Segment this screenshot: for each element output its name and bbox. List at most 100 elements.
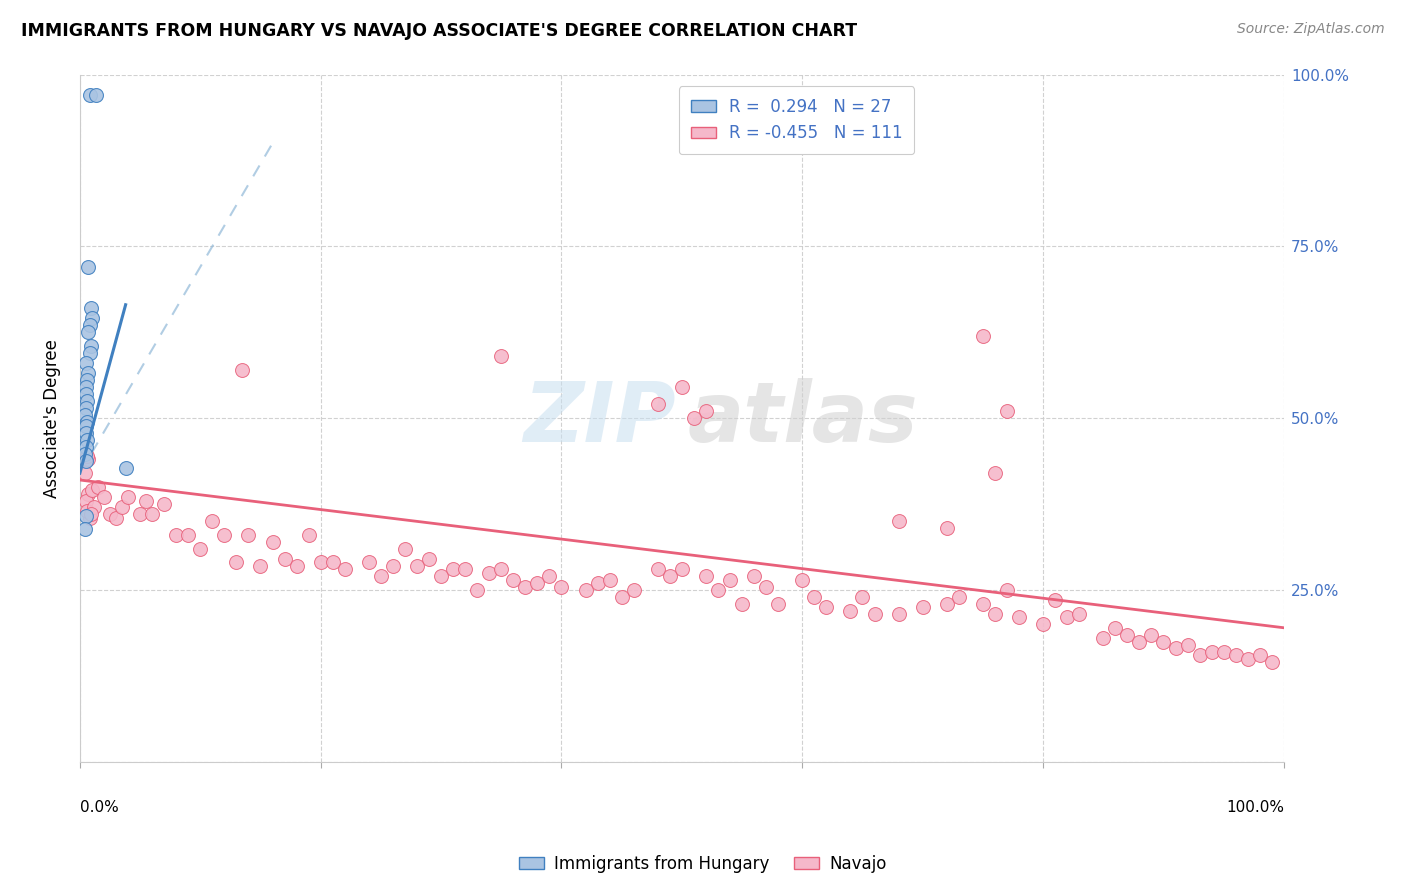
Point: [1164, 641, 1187, 656]
Point: [177, 528, 200, 542]
Point: [1056, 610, 1078, 624]
Point: [1140, 627, 1163, 641]
Point: [418, 552, 440, 566]
Point: [370, 569, 392, 583]
Point: [1032, 617, 1054, 632]
Point: [911, 600, 934, 615]
Point: [165, 528, 187, 542]
Point: [76, 449, 98, 463]
Point: [83, 500, 105, 515]
Point: [647, 562, 669, 576]
Point: [935, 597, 957, 611]
Point: [77, 367, 100, 381]
Point: [766, 597, 789, 611]
Point: [1249, 648, 1271, 663]
Point: [117, 490, 139, 504]
Point: [76, 415, 98, 429]
Point: [141, 508, 163, 522]
Point: [73, 523, 96, 537]
Point: [129, 508, 152, 522]
Point: [309, 556, 332, 570]
Point: [135, 493, 157, 508]
Point: [406, 558, 429, 573]
Point: [647, 397, 669, 411]
Point: [225, 556, 247, 570]
Point: [79, 346, 101, 360]
Point: [526, 576, 548, 591]
Point: [1128, 634, 1150, 648]
Point: [322, 556, 344, 570]
Point: [984, 607, 1007, 621]
Point: [98, 508, 121, 522]
Point: [394, 541, 416, 556]
Point: [695, 569, 717, 583]
Point: [839, 604, 862, 618]
Point: [502, 573, 524, 587]
Point: [995, 404, 1018, 418]
Point: [104, 510, 127, 524]
Point: [683, 411, 706, 425]
Point: [851, 590, 873, 604]
Point: [111, 500, 134, 515]
Text: 100.0%: 100.0%: [1226, 799, 1284, 814]
Point: [73, 408, 96, 422]
Legend: Immigrants from Hungary, Navajo: Immigrants from Hungary, Navajo: [512, 848, 894, 880]
Point: [1116, 627, 1139, 641]
Point: [1261, 655, 1284, 669]
Point: [75, 426, 97, 441]
Point: [75, 380, 97, 394]
Point: [75, 508, 97, 523]
Point: [935, 521, 957, 535]
Point: [610, 590, 633, 604]
Point: [441, 562, 464, 576]
Point: [231, 363, 253, 377]
Point: [80, 508, 103, 522]
Point: [84, 88, 107, 103]
Point: [972, 597, 994, 611]
Point: [792, 573, 814, 587]
Point: [574, 582, 596, 597]
Point: [76, 373, 98, 387]
Point: [1188, 648, 1211, 663]
Point: [262, 534, 284, 549]
Point: [1104, 621, 1126, 635]
Point: [984, 466, 1007, 480]
Point: [76, 433, 98, 447]
Point: [1092, 631, 1115, 645]
Point: [80, 483, 103, 498]
Point: [214, 528, 236, 542]
Point: [454, 562, 477, 576]
Point: [249, 558, 271, 573]
Point: [1212, 645, 1234, 659]
Point: [671, 380, 693, 394]
Text: atlas: atlas: [688, 377, 918, 458]
Point: [75, 356, 97, 370]
Text: IMMIGRANTS FROM HUNGARY VS NAVAJO ASSOCIATE'S DEGREE CORRELATION CHART: IMMIGRANTS FROM HUNGARY VS NAVAJO ASSOCI…: [21, 22, 858, 40]
Point: [87, 480, 110, 494]
Point: [887, 607, 910, 621]
Point: [948, 590, 970, 604]
Point: [79, 510, 101, 524]
Point: [73, 466, 96, 480]
Point: [80, 301, 103, 316]
Point: [77, 487, 100, 501]
Point: [75, 440, 97, 454]
Point: [77, 260, 100, 274]
Point: [863, 607, 886, 621]
Point: [285, 558, 308, 573]
Point: [430, 569, 453, 583]
Point: [75, 454, 97, 468]
Text: 0.0%: 0.0%: [80, 799, 118, 814]
Point: [80, 311, 103, 326]
Point: [79, 318, 101, 333]
Point: [491, 349, 513, 363]
Point: [1069, 607, 1091, 621]
Legend: R =  0.294   N = 27, R = -0.455   N = 111: R = 0.294 N = 27, R = -0.455 N = 111: [679, 87, 914, 154]
Point: [1225, 648, 1247, 663]
Point: [75, 387, 97, 401]
Point: [1236, 651, 1258, 665]
Point: [515, 580, 537, 594]
Point: [76, 504, 98, 518]
Y-axis label: Associate's Degree: Associate's Degree: [44, 339, 60, 498]
Point: [742, 569, 765, 583]
